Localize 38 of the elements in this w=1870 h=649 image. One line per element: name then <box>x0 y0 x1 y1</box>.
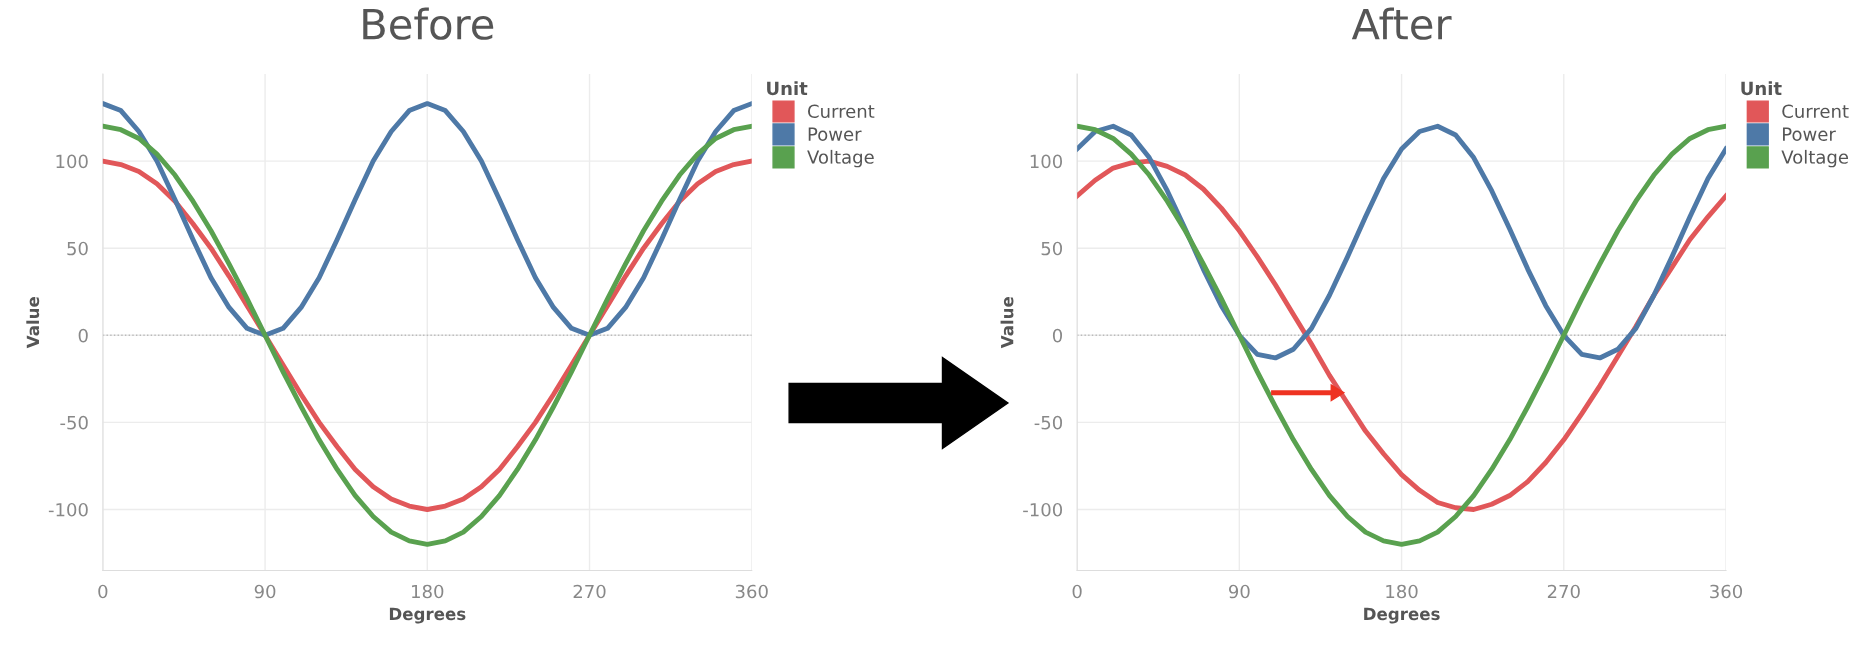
legend-label: Voltage <box>807 149 874 168</box>
chart-title: Before <box>363 7 494 40</box>
x-tick-label: 360 <box>1710 584 1743 599</box>
y-tick-label: -100 <box>1023 502 1063 517</box>
x-tick-label: 180 <box>412 584 444 599</box>
x-tick-label: 0 <box>98 584 108 599</box>
x-tick-label: 270 <box>1547 584 1580 599</box>
x-tick-label: 180 <box>1386 584 1418 599</box>
x-axis-title: Degrees <box>389 607 466 624</box>
legend-title: Unit <box>1741 81 1782 96</box>
y-tick-label: 100 <box>1030 154 1063 169</box>
y-tick-label: 100 <box>56 154 88 169</box>
y-tick-label: 50 <box>1041 241 1063 256</box>
legend-label: Current <box>1782 104 1849 119</box>
line-series <box>1077 123 1727 361</box>
legend-title: Unit <box>767 81 808 96</box>
x-tick-label: 270 <box>573 584 606 599</box>
y-axis-title: Value <box>26 296 40 349</box>
chart-title: After <box>1351 7 1452 40</box>
y-axis-title: Value <box>1000 296 1014 349</box>
legend-label: Current <box>807 104 875 119</box>
x-axis-title: Degrees <box>1364 607 1440 624</box>
y-tick-label: -50 <box>60 415 88 430</box>
x-tick-label: 90 <box>254 584 276 599</box>
x-tick-label: 0 <box>1072 584 1082 599</box>
y-tick-label: 0 <box>78 328 88 343</box>
x-tick-label: 360 <box>735 584 768 599</box>
line-series <box>1077 123 1727 547</box>
y-tick-label: -50 <box>1034 415 1063 430</box>
legend-label: Voltage <box>1781 149 1849 168</box>
line-series <box>102 123 752 547</box>
legend-label: Power <box>808 127 862 141</box>
y-tick-label: 0 <box>1052 328 1063 343</box>
y-tick-label: -100 <box>48 502 88 517</box>
y-tick-label: 50 <box>67 241 88 256</box>
legend-label: Power <box>1783 127 1836 141</box>
x-tick-label: 90 <box>1228 584 1250 599</box>
line-series <box>102 101 752 338</box>
